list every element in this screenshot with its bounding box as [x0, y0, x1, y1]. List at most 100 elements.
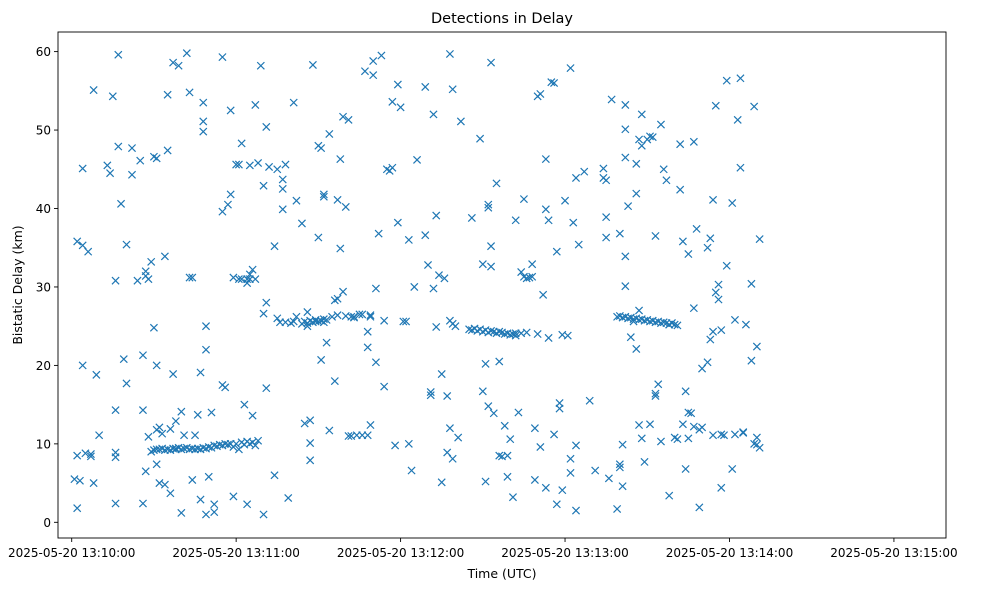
data-point-marker — [550, 430, 559, 439]
data-point-marker — [363, 343, 372, 352]
data-point-marker — [495, 327, 504, 336]
data-point-marker — [201, 322, 211, 331]
data-point-marker — [89, 86, 98, 95]
data-point-marker — [558, 486, 567, 495]
data-point-marker — [681, 464, 690, 473]
data-point-marker — [182, 49, 191, 58]
data-point-marker — [536, 89, 545, 98]
data-point-marker — [369, 71, 378, 80]
data-point-marker — [306, 416, 315, 425]
data-point-marker — [119, 355, 128, 364]
data-point-marker — [95, 431, 104, 440]
data-point-marker — [317, 144, 326, 153]
data-point-marker — [163, 445, 172, 454]
data-point-marker — [160, 446, 169, 455]
data-point-marker — [541, 483, 550, 492]
data-point-marker — [621, 252, 630, 261]
data-point-marker — [92, 370, 101, 379]
data-point-marker — [544, 216, 553, 225]
data-point-marker — [528, 260, 537, 269]
data-point-marker — [607, 95, 616, 104]
data-point-marker — [673, 321, 682, 330]
data-point-marker — [265, 162, 274, 171]
data-point-marker — [684, 408, 693, 417]
data-point-marker — [306, 456, 315, 465]
data-point-marker — [602, 213, 611, 222]
data-point-marker — [75, 476, 84, 485]
y-tick-label: 60 — [36, 45, 51, 59]
data-point-marker — [177, 445, 186, 454]
data-point-marker — [467, 213, 476, 222]
data-point-marker — [599, 164, 608, 173]
data-point-marker — [319, 192, 328, 201]
data-point-marker — [487, 262, 496, 271]
data-point-marker — [360, 67, 369, 76]
data-point-marker — [199, 98, 208, 107]
data-point-marker — [615, 463, 624, 472]
data-point-marker — [289, 98, 298, 107]
data-point-marker — [223, 440, 232, 449]
data-point-marker — [322, 315, 331, 324]
x-tick-label: 2025-05-20 13:14:00 — [666, 546, 793, 560]
data-point-marker — [602, 233, 611, 242]
data-point-marker — [169, 58, 178, 67]
data-point-marker — [278, 175, 287, 184]
data-point-marker — [122, 379, 131, 388]
data-point-marker — [591, 466, 600, 475]
data-point-marker — [678, 237, 687, 246]
data-point-marker — [328, 312, 337, 321]
data-point-marker — [508, 493, 517, 502]
data-point-marker — [229, 492, 238, 501]
data-point-marker — [254, 436, 263, 445]
data-point-marker — [676, 140, 685, 149]
data-point-marker — [204, 442, 213, 452]
data-point-marker — [278, 184, 287, 193]
data-point-marker — [487, 326, 496, 335]
x-tick-label: 2025-05-20 13:12:00 — [337, 546, 464, 560]
data-point-marker — [339, 112, 348, 121]
data-point-marker — [152, 460, 161, 469]
data-point-marker — [133, 276, 142, 285]
data-point-marker — [221, 383, 230, 392]
data-point-marker — [454, 433, 463, 442]
data-point-marker — [750, 439, 759, 448]
data-point-marker — [635, 135, 644, 144]
data-point-marker — [177, 508, 186, 517]
data-point-marker — [262, 122, 271, 131]
data-point-marker — [229, 273, 238, 282]
data-point-marker — [177, 407, 186, 416]
data-point-marker — [333, 294, 342, 303]
data-point-marker — [70, 475, 79, 484]
data-point-marker — [426, 391, 435, 400]
data-point-marker — [155, 423, 164, 432]
data-point-marker — [566, 468, 575, 477]
data-point-marker — [138, 499, 147, 508]
data-point-marker — [73, 237, 82, 246]
data-point-marker — [487, 242, 496, 251]
data-point-marker — [369, 57, 378, 66]
data-point-marker — [366, 421, 375, 430]
data-point-marker — [678, 420, 687, 429]
data-point-marker — [251, 275, 260, 284]
data-point-marker — [689, 422, 698, 431]
data-point-marker — [698, 423, 707, 432]
data-point-marker — [341, 311, 350, 321]
data-point-marker — [185, 445, 194, 454]
data-point-marker — [152, 361, 161, 370]
data-point-marker — [662, 176, 671, 185]
data-point-marker — [171, 417, 180, 426]
y-axis-label: Bistatic Delay (km) — [10, 225, 25, 344]
data-point-marker — [155, 479, 164, 488]
data-point-marker — [530, 475, 539, 484]
data-point-marker — [432, 211, 441, 220]
data-point-marker — [207, 408, 216, 417]
data-point-marker — [681, 387, 690, 396]
data-point-marker — [645, 420, 655, 429]
x-axis-label: Time (UTC) — [466, 566, 536, 581]
data-point-marker — [511, 331, 520, 340]
data-point-marker — [86, 450, 95, 459]
data-point-marker — [273, 314, 282, 323]
y-tick-label: 20 — [36, 359, 51, 373]
data-point-marker — [495, 451, 504, 460]
